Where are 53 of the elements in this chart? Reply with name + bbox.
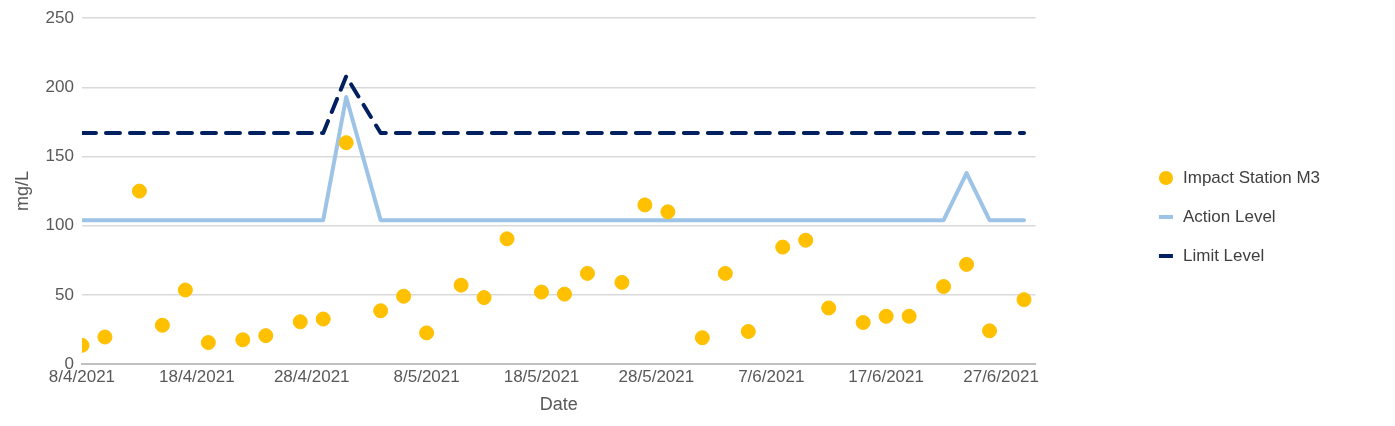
point	[959, 256, 975, 272]
point	[292, 314, 308, 330]
legend-label: Action Level	[1183, 206, 1276, 226]
point	[131, 183, 147, 199]
y-axis-title: mg/L	[11, 171, 32, 212]
y-tick-label: 100	[45, 215, 74, 235]
point	[740, 324, 756, 339]
point	[154, 317, 170, 333]
x-tick-label: 18/5/2021	[503, 366, 580, 386]
point	[936, 279, 952, 295]
x-tick-label: 17/6/2021	[848, 366, 924, 386]
point	[315, 311, 331, 327]
x-tick-label: 28/5/2021	[618, 366, 695, 386]
x-tick-label: 8/5/2021	[393, 366, 460, 386]
point	[982, 323, 998, 339]
y-tick-label: 200	[45, 77, 74, 97]
point	[637, 197, 653, 213]
point	[258, 328, 274, 344]
point	[499, 231, 515, 247]
point	[177, 282, 193, 298]
point	[878, 308, 894, 324]
point	[200, 335, 216, 351]
point	[660, 204, 676, 220]
x-axis-title: Date	[539, 394, 578, 415]
legend-label: Limit Level	[1183, 245, 1265, 265]
point	[556, 286, 572, 302]
point	[97, 329, 113, 345]
point	[1016, 292, 1032, 308]
legend-label: Impact Station M3	[1183, 167, 1321, 187]
point	[419, 325, 435, 341]
point	[235, 332, 251, 348]
point	[534, 284, 549, 300]
y-tick-label: 150	[45, 146, 74, 166]
x-tick-label: 18/4/2021	[159, 366, 235, 386]
point	[775, 239, 791, 255]
point	[476, 290, 492, 306]
point	[396, 288, 412, 304]
y-tick-label: 50	[55, 284, 74, 304]
point	[901, 308, 917, 324]
y-tick-label: 250	[45, 7, 74, 27]
point	[717, 265, 733, 281]
point	[338, 135, 354, 151]
point	[453, 277, 469, 293]
x-tick-label: 7/6/2021	[738, 366, 805, 386]
point	[821, 300, 837, 316]
x-tick-label: 27/6/2021	[963, 366, 1039, 386]
x-tick-label: 28/4/2021	[273, 366, 350, 386]
point	[579, 265, 595, 281]
point	[373, 303, 389, 319]
point	[614, 274, 630, 290]
point	[855, 315, 871, 330]
point	[694, 330, 710, 346]
point	[798, 232, 814, 248]
